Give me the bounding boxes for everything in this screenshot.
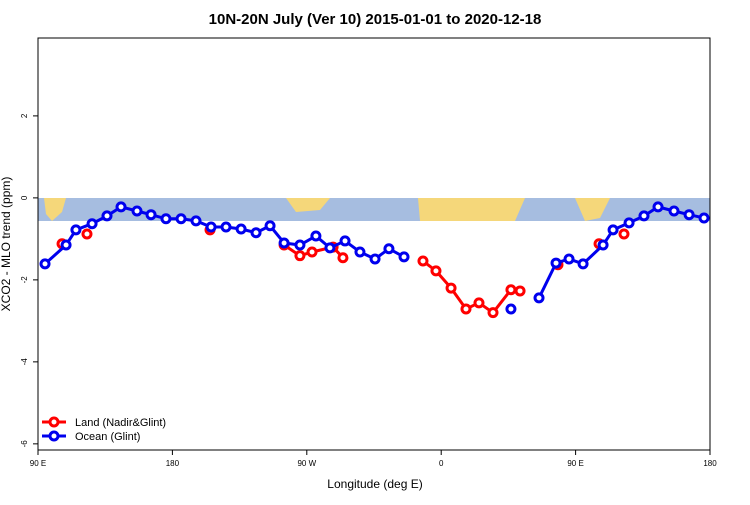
series-point xyxy=(39,258,51,270)
series-point xyxy=(190,215,202,227)
legend-label: Land (Nadir&Glint) xyxy=(75,417,166,429)
series-point xyxy=(369,253,381,265)
y-axis-label: XCO2 - MLO trend (ppm) xyxy=(0,177,13,312)
series-point xyxy=(264,220,276,232)
series-point xyxy=(310,230,322,242)
x-tick-label: 180 xyxy=(703,459,717,468)
y-tick-label: -4 xyxy=(20,358,29,366)
series-point xyxy=(160,213,172,225)
series-point xyxy=(514,285,526,297)
series-point xyxy=(101,210,113,222)
series-point xyxy=(250,227,262,239)
series-point xyxy=(460,303,472,315)
series-point xyxy=(175,213,187,225)
series-point xyxy=(607,224,619,236)
series-point xyxy=(294,239,306,251)
series-point xyxy=(60,239,72,251)
series-point xyxy=(430,265,442,277)
series-point xyxy=(339,235,351,247)
series-point xyxy=(505,303,517,315)
series-point xyxy=(81,228,93,240)
land-shapes xyxy=(44,198,610,221)
y-tick-label: -6 xyxy=(20,440,29,448)
series-point xyxy=(550,257,562,269)
series-point xyxy=(487,307,499,319)
map-band xyxy=(38,198,710,221)
series-point xyxy=(278,237,290,249)
legend-marker xyxy=(48,430,60,442)
plot-frame xyxy=(37,37,711,451)
series-point xyxy=(220,221,232,233)
series-point xyxy=(294,250,306,262)
series-point xyxy=(473,297,485,309)
series-point xyxy=(131,205,143,217)
series-point xyxy=(115,201,127,213)
series-point xyxy=(235,223,247,235)
series-point xyxy=(623,217,635,229)
x-tick-label: 180 xyxy=(166,459,180,468)
series-point xyxy=(668,205,680,217)
series-point xyxy=(306,246,318,258)
series-point xyxy=(618,228,630,240)
series-point xyxy=(205,221,217,233)
y-tick-label: -2 xyxy=(20,276,29,284)
series-point xyxy=(70,224,82,236)
series-point xyxy=(145,209,157,221)
series-point xyxy=(683,209,695,221)
series-point xyxy=(324,242,336,254)
series-point xyxy=(86,218,98,230)
chart-title: 10N-20N July (Ver 10) 2015-01-01 to 2020… xyxy=(209,11,542,28)
legend-marker xyxy=(48,416,60,428)
series-point xyxy=(383,243,395,255)
series-point xyxy=(445,282,457,294)
series-point xyxy=(652,201,664,213)
series-point xyxy=(354,246,366,258)
series-point xyxy=(638,210,650,222)
series-point xyxy=(563,253,575,265)
y-tick-label: 0 xyxy=(20,195,29,200)
series-point xyxy=(505,284,517,296)
legend: Land (Nadir&Glint) Ocean (Glint) xyxy=(42,416,166,443)
x-tick-label: 90 E xyxy=(567,459,583,468)
series-point xyxy=(417,255,429,267)
x-tick-label: 0 xyxy=(439,459,444,468)
x-axis-label: Longitude (deg E) xyxy=(327,477,422,491)
series-point xyxy=(698,212,710,224)
y-tick-label: 2 xyxy=(20,113,29,118)
legend-label: Ocean (Glint) xyxy=(75,431,140,443)
ocean-band xyxy=(38,198,710,221)
series-point xyxy=(597,239,609,251)
series-point xyxy=(533,292,545,304)
series-point xyxy=(398,251,410,263)
series-point xyxy=(337,252,349,264)
x-tick-label: 90 W xyxy=(297,459,316,468)
x-tick-label: 90 E xyxy=(30,459,46,468)
series-point xyxy=(577,258,589,270)
